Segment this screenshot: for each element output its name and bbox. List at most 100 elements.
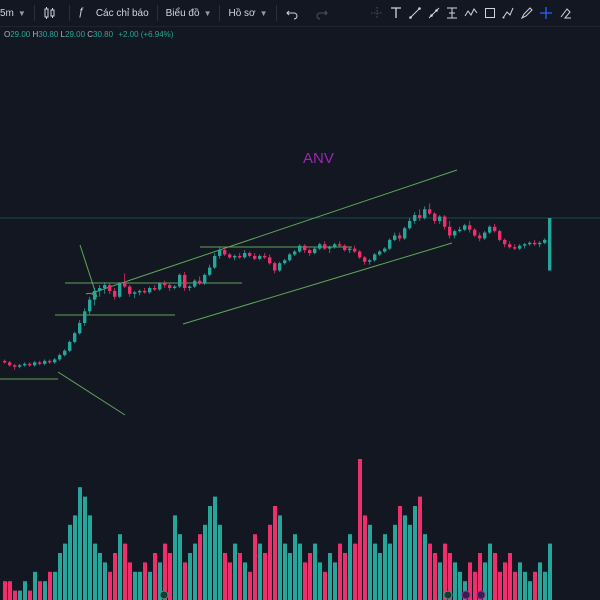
volume-bar [248, 571, 252, 600]
close-value: 30.80 [93, 30, 114, 39]
volume-bar [18, 590, 22, 600]
candle [463, 225, 467, 230]
rectangle-icon[interactable] [482, 5, 498, 21]
interval-label: 5m [0, 7, 14, 19]
volume-bar [118, 534, 122, 600]
candle [343, 245, 347, 251]
crosshair-icon[interactable] [369, 5, 385, 21]
chevron-down-icon: ▼ [259, 8, 268, 18]
candle [403, 228, 407, 239]
volume-bar [123, 543, 127, 600]
candle [368, 260, 372, 262]
close-label: C [87, 30, 94, 39]
interval-selector[interactable]: 5m ▼ [0, 0, 32, 26]
volume-bar [378, 553, 382, 600]
volume-bar [93, 543, 97, 600]
volume-bar [353, 543, 357, 600]
candles-icon [44, 7, 55, 19]
candle [543, 239, 547, 243]
volume-bar [218, 524, 222, 600]
volume-bar [68, 524, 72, 600]
candle [473, 229, 477, 236]
candle [363, 257, 367, 262]
channel-upper-line[interactable] [91, 169, 458, 294]
event-marker[interactable] [476, 590, 486, 600]
candle [458, 229, 462, 232]
volume-bar [468, 562, 472, 600]
channel-lower-line[interactable] [182, 242, 453, 325]
candle [423, 209, 427, 218]
candle [398, 235, 402, 239]
candle [348, 248, 352, 251]
volume-bar [278, 515, 282, 600]
candle [83, 311, 87, 323]
candle [218, 250, 222, 256]
volume-bar [418, 496, 422, 600]
pattern-icon[interactable] [463, 5, 479, 21]
volume-bar [158, 562, 162, 600]
indicators-button[interactable]: ƒ Các chỉ báo [72, 0, 155, 26]
volume-bar [288, 553, 292, 600]
eraser-icon[interactable] [557, 5, 573, 21]
chart-type-button[interactable] [37, 0, 67, 26]
volume-bar [293, 534, 297, 600]
event-marker[interactable] [159, 590, 169, 600]
profile-menu-button[interactable]: Hồ sơ ▼ [222, 0, 273, 26]
volume-bar [133, 571, 137, 600]
candle [418, 215, 422, 218]
volume-bar [103, 562, 107, 600]
candle [138, 290, 142, 293]
candle [328, 247, 332, 249]
candle [3, 360, 7, 363]
candle [518, 245, 522, 249]
event-marker[interactable] [461, 590, 471, 600]
fx-icon: ƒ [77, 6, 84, 18]
volume-bar [533, 571, 537, 600]
volume-bar [338, 543, 342, 600]
chart-menu-button[interactable]: Biểu đồ ▼ [160, 0, 218, 26]
ray-icon[interactable] [426, 5, 442, 21]
candle [53, 359, 57, 363]
candle [63, 350, 67, 356]
volume-bar [443, 543, 447, 600]
volume-bar [168, 553, 172, 600]
fib-icon[interactable] [444, 5, 460, 21]
diagonal-line-2[interactable] [79, 244, 98, 298]
event-marker[interactable] [443, 590, 453, 600]
volume-bar [363, 515, 367, 600]
volume-bar [428, 543, 432, 600]
candle [208, 267, 212, 275]
volume-bar [153, 553, 157, 600]
candle [338, 244, 342, 246]
candle [93, 290, 97, 300]
measure-icon[interactable] [500, 5, 516, 21]
candle [383, 248, 387, 252]
candle [253, 255, 257, 259]
volume-bar [543, 571, 547, 600]
trend-line-icon[interactable] [407, 5, 423, 21]
candle [263, 255, 267, 258]
redo-button[interactable] [309, 0, 339, 26]
volume-bar [488, 543, 492, 600]
cursor-icon[interactable] [538, 5, 554, 21]
volume-bar [458, 571, 462, 600]
volume-bar [538, 562, 542, 600]
brush-icon[interactable] [519, 5, 535, 21]
candle [503, 239, 507, 245]
volume-bar [303, 562, 307, 600]
volume-bar [503, 562, 507, 600]
text-icon[interactable] [388, 5, 404, 21]
candle [48, 360, 52, 363]
candle [28, 363, 32, 366]
diagonal-line-1[interactable] [57, 371, 126, 416]
volume-bar [98, 553, 102, 600]
volume-bar [453, 562, 457, 600]
volume-bar [213, 496, 217, 600]
undo-button[interactable] [279, 0, 309, 26]
low-label: L [60, 30, 65, 39]
candle [378, 251, 382, 255]
candle [448, 226, 452, 236]
volume-bar [433, 553, 437, 600]
candle [178, 274, 182, 287]
